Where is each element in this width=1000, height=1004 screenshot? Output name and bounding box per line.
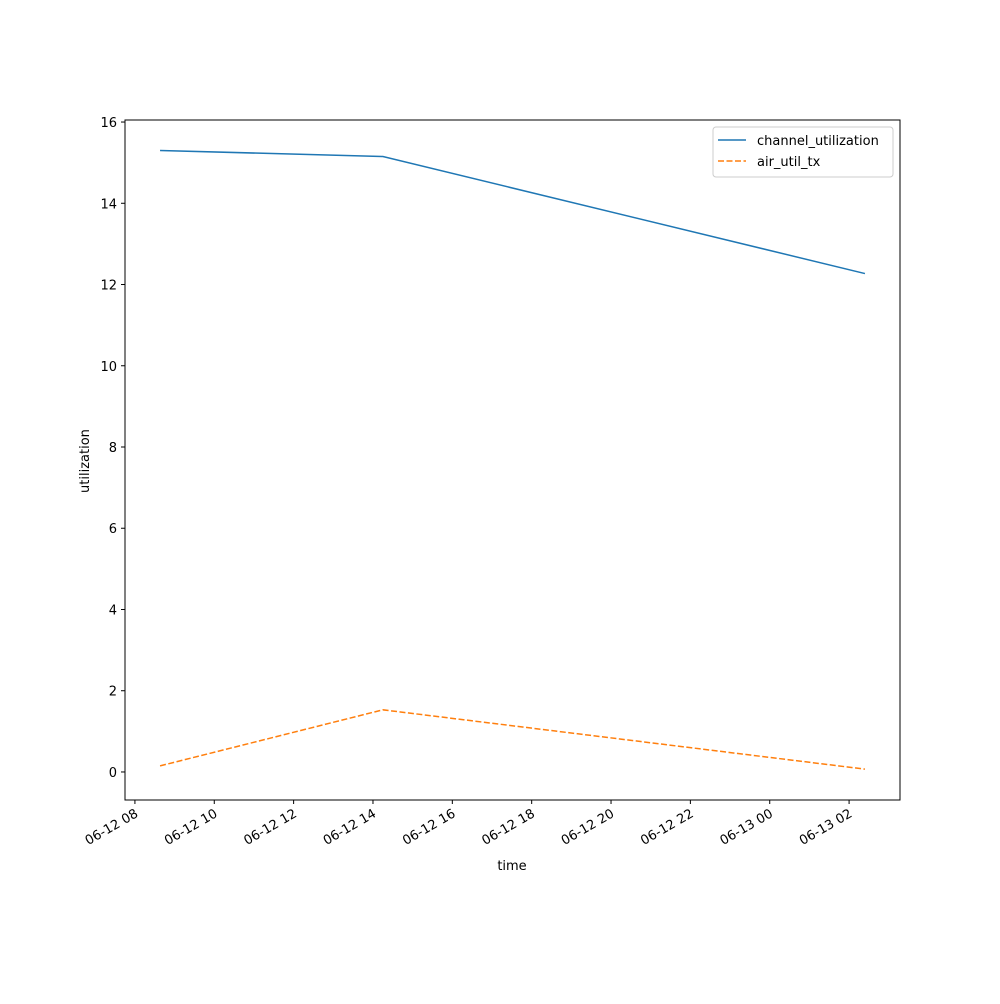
y-tick-label: 10 — [100, 360, 117, 375]
y-tick-label: 16 — [100, 116, 117, 131]
legend-label: air_util_tx — [757, 155, 821, 170]
x-axis-label: time — [497, 859, 526, 874]
y-tick-label: 6 — [109, 522, 117, 537]
line-series — [159, 709, 866, 770]
y-tick-label: 14 — [100, 197, 117, 212]
y-tick-label: 4 — [109, 603, 117, 618]
y-tick-label: 0 — [109, 766, 117, 781]
legend: channel_utilization air_util_tx — [712, 126, 894, 178]
plot-frame — [124, 119, 901, 801]
y-tick-label: 8 — [109, 441, 117, 456]
y-tick-label: 2 — [109, 685, 117, 700]
y-axis-label: utilization — [78, 429, 93, 493]
legend-box — [712, 126, 894, 178]
legend-label: channel_utilization — [757, 134, 879, 149]
line-series — [160, 149, 866, 275]
y-tick-label: 12 — [100, 279, 117, 294]
